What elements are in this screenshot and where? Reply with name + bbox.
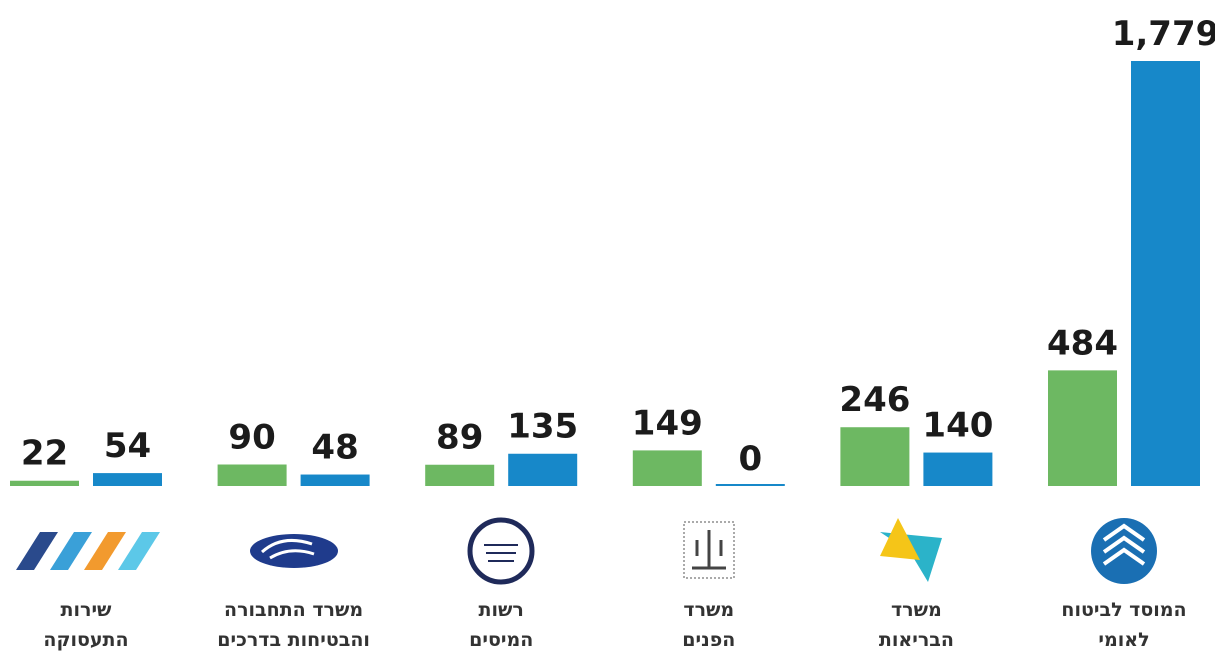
bar [1131,61,1200,486]
category-label: המיסים [469,629,533,651]
value-label: 140 [922,406,993,446]
category-label: לאומי [1098,629,1149,651]
category-label: התעסוקה [43,629,128,651]
category-label: והבטיחות בדרכים [217,629,370,651]
bar [1048,370,1117,486]
logo [16,532,58,570]
logo-mark [692,530,726,570]
bar [10,480,79,486]
logo [50,532,92,570]
category-label: הפנים [682,629,735,651]
bar [923,452,993,486]
bar [93,473,162,486]
category-label: רשות [479,599,524,621]
value-label: 135 [507,407,578,447]
category-label: משרד [683,599,734,621]
value-label: 48 [311,428,358,468]
bar [425,464,495,486]
category-label: משרד [891,599,942,621]
bar [632,450,702,486]
logo-mark [260,538,315,560]
category-label: המוסד לביטוח [1061,599,1186,621]
bar [300,474,370,486]
bar [508,453,578,486]
category-label: שירות [61,599,113,621]
bar [840,427,910,486]
logo [467,517,535,585]
category-label: הבריאות [879,629,954,651]
bar [715,484,785,486]
value-label: 484 [1047,323,1118,363]
logo-mark [484,544,518,562]
category-label: משרד התחבורה [224,599,363,621]
value-label: 0 [738,439,762,479]
value-label: 90 [228,417,275,457]
value-label: 149 [632,403,703,443]
value-label: 1,779 [1112,14,1215,54]
logo [118,532,160,570]
value-label: 246 [839,380,910,420]
logos [16,517,1157,585]
logo [683,521,735,579]
value-label: 22 [21,434,68,474]
logo [84,532,126,570]
logo [880,532,942,582]
bar [217,464,287,486]
logo [880,518,920,560]
logo-mark [1102,523,1146,566]
value-label: 54 [104,426,151,466]
value-label: 89 [436,418,483,458]
